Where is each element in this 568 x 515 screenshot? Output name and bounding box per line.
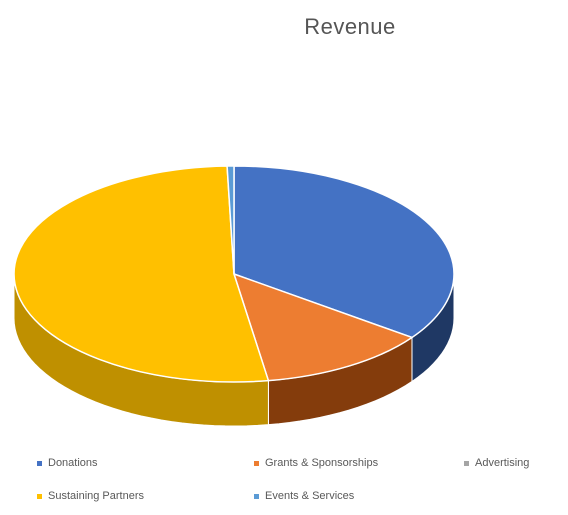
pie-slice-donations [233,165,455,339]
chart-legend: Donations Grants & Sponsorships Advertis… [0,455,568,515]
legend-swatch-grants [254,460,259,466]
legend-label-advertising: Advertising [475,457,530,469]
legend-item-advertising: Advertising [464,457,529,469]
legend-swatch-advertising [464,460,469,466]
pie-slice-grants [233,273,413,382]
pie-slice-sustaining [13,165,270,383]
chart-title: Revenue [304,14,396,39]
pie-tops [13,165,455,383]
legend-label-grants: Grants & Sponsorships [265,457,379,469]
legend-item-donations: Donations [37,457,98,469]
legend-item-grants: Grants & Sponsorships [254,457,378,469]
legend-item-sustaining: Sustaining Partners [37,490,144,502]
legend-item-events: Events & Services [254,490,354,502]
legend-label-events: Events & Services [265,490,355,502]
legend-swatch-donations [37,460,42,466]
legend-swatch-sustaining [37,493,42,499]
pie-sides [13,273,455,427]
legend-label-donations: Donations [48,457,98,469]
legend-label-sustaining: Sustaining Partners [48,490,144,502]
legend-swatch-events [254,493,259,499]
pie-slice-events [226,165,235,275]
pie-chart [13,165,455,427]
